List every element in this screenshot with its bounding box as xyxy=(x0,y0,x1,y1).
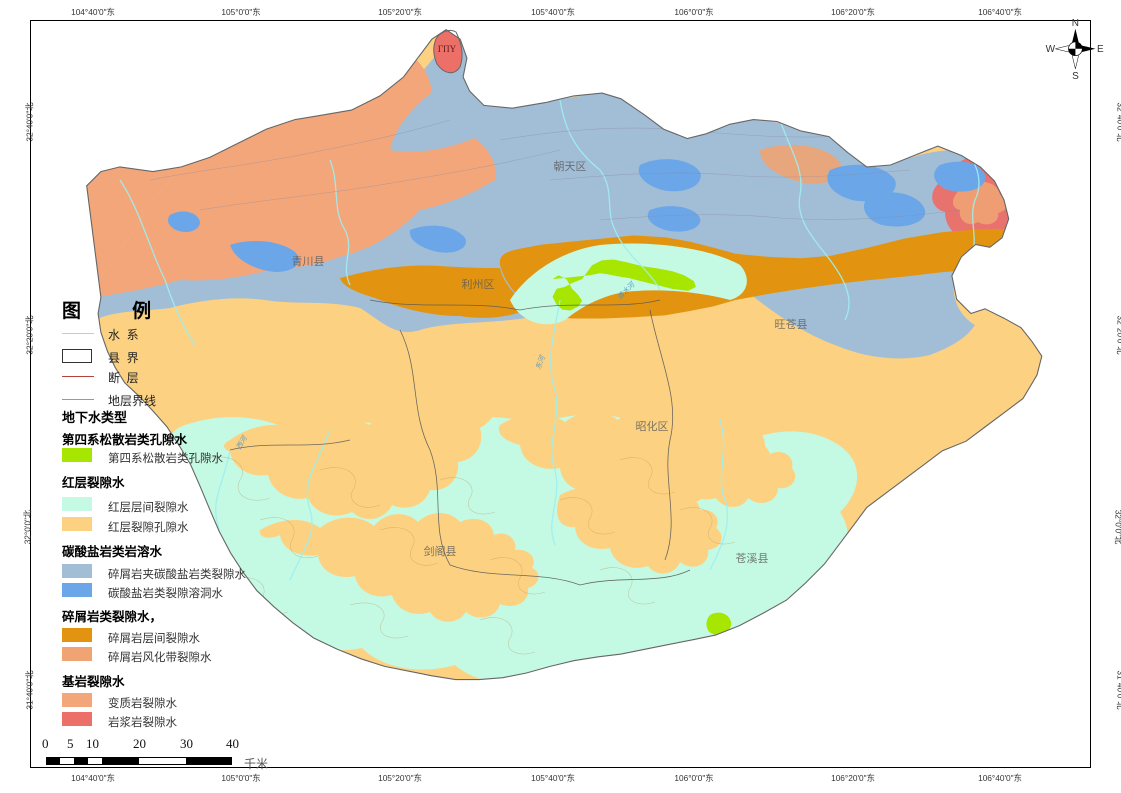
svg-text:利州区: 利州区 xyxy=(462,278,495,291)
svg-text:旺苍县: 旺苍县 xyxy=(775,318,808,331)
svg-text:W: W xyxy=(1046,44,1056,55)
svg-text:S: S xyxy=(1072,71,1079,82)
svg-text:E: E xyxy=(1097,44,1104,55)
svg-text:青川县: 青川县 xyxy=(292,255,325,268)
svg-text:朝天区: 朝天区 xyxy=(554,160,587,173)
svg-text:剑阁县: 剑阁县 xyxy=(424,544,457,558)
svg-text:昭化区: 昭化区 xyxy=(636,419,669,433)
svg-text:苍溪县: 苍溪县 xyxy=(736,552,769,565)
svg-text:N: N xyxy=(1072,18,1079,29)
svg-text:ГПΥ: ГПΥ xyxy=(438,44,457,54)
